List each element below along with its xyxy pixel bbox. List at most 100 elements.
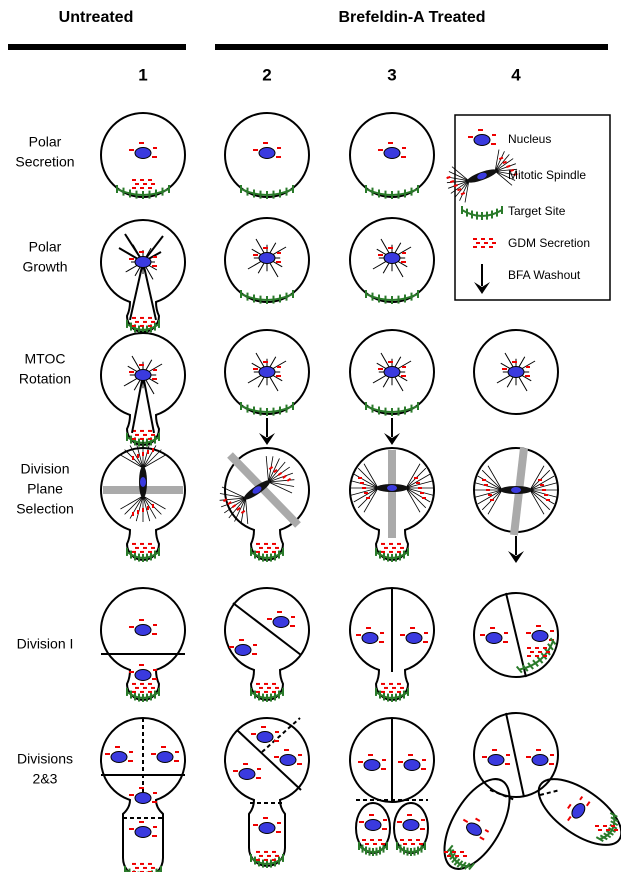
nucleus	[569, 801, 587, 820]
label: 4	[511, 65, 521, 84]
gdm-mark	[461, 193, 465, 194]
gdm-mark	[232, 505, 235, 507]
target-site	[376, 688, 408, 702]
nucleus	[384, 253, 400, 264]
gdm-mark	[287, 479, 290, 481]
label: GDM Secretion	[508, 236, 590, 250]
nucleus	[135, 793, 151, 804]
header-bar	[8, 44, 186, 50]
label: Rotation	[19, 371, 71, 387]
cell-wall	[143, 262, 156, 320]
nucleus	[135, 257, 151, 268]
gdm-mark	[580, 797, 582, 800]
nucleus	[259, 253, 275, 264]
cell-wall	[130, 262, 143, 320]
gdm-mark	[454, 185, 458, 186]
nucleus	[384, 148, 400, 159]
label: MTOC	[25, 351, 66, 367]
nucleus	[239, 769, 255, 780]
target-site	[366, 185, 418, 199]
label: Brefeldin-A Treated	[339, 9, 486, 26]
nucleus	[365, 820, 381, 831]
label: BFA Washout	[508, 268, 581, 282]
nucleus	[111, 752, 127, 763]
target-site	[596, 813, 621, 844]
target-site	[444, 845, 474, 872]
gdm-mark	[568, 817, 571, 821]
target-site	[241, 185, 293, 199]
branch	[528, 766, 621, 857]
nucleus	[259, 823, 275, 834]
gdm-mark	[506, 166, 510, 167]
nucleus	[387, 485, 397, 491]
nucleus	[235, 645, 251, 656]
gdm-mark	[499, 158, 503, 159]
target-site	[366, 402, 418, 416]
gdm-mark	[503, 162, 507, 163]
cell	[101, 333, 185, 445]
gdm-mark	[457, 189, 461, 190]
nucleus	[140, 477, 146, 487]
target-site	[241, 290, 293, 304]
nucleus	[257, 732, 273, 743]
label: Polar	[29, 134, 62, 150]
label: Division I	[17, 636, 74, 652]
target-site	[366, 290, 418, 304]
cell-wall	[506, 593, 526, 677]
label: Polar	[29, 239, 62, 255]
gdm-mark	[278, 473, 281, 475]
label: 1	[138, 65, 147, 84]
nucleus	[403, 820, 419, 831]
nucleus	[135, 148, 151, 159]
label: Division	[20, 461, 69, 477]
target-site	[241, 402, 293, 416]
nucleus	[364, 760, 380, 771]
target-site	[127, 688, 159, 702]
nucleus	[511, 487, 521, 493]
gdm-mark	[480, 837, 484, 840]
nucleus	[259, 148, 275, 159]
gdm-mark	[241, 511, 244, 513]
label: Target Site	[508, 204, 566, 218]
nucleus	[273, 617, 289, 628]
nucleus	[532, 755, 548, 766]
nucleus	[488, 755, 504, 766]
gdm-mark	[485, 830, 488, 832]
nucleus	[406, 633, 422, 644]
nucleus	[384, 367, 400, 378]
nucleus	[532, 631, 548, 642]
branch	[431, 769, 523, 872]
gdm-mark	[447, 177, 451, 178]
label: Secretion	[15, 154, 74, 170]
label: Divisions	[17, 751, 73, 767]
label: 2&3	[33, 771, 58, 787]
nucleus	[135, 827, 151, 838]
label: Selection	[16, 501, 74, 517]
label: Growth	[22, 259, 67, 275]
nucleus	[486, 633, 502, 644]
gdm-mark	[587, 802, 590, 806]
target-site	[251, 688, 283, 702]
microtubule	[256, 456, 280, 482]
header-bar	[215, 44, 608, 50]
nucleus	[135, 625, 151, 636]
gdm-mark	[450, 181, 454, 182]
nucleus	[135, 370, 151, 381]
nucleus	[135, 670, 151, 681]
nucleus	[157, 752, 173, 763]
nucleus	[362, 633, 378, 644]
label: 2	[262, 65, 271, 84]
label: Mitotic Spindle	[508, 168, 586, 182]
cell	[101, 220, 185, 332]
nucleus	[474, 135, 490, 146]
mitotic-spindle	[120, 442, 165, 522]
gdm-mark	[283, 476, 286, 478]
nucleus	[508, 367, 524, 378]
microtubule	[220, 483, 246, 509]
gdm-mark	[463, 820, 467, 823]
cell-wall	[540, 790, 560, 795]
nucleus	[259, 367, 275, 378]
label: Plane	[27, 481, 63, 497]
gdm-mark	[568, 804, 571, 808]
figure: UntreatedBrefeldin-A Treated1234PolarSec…	[0, 0, 621, 872]
